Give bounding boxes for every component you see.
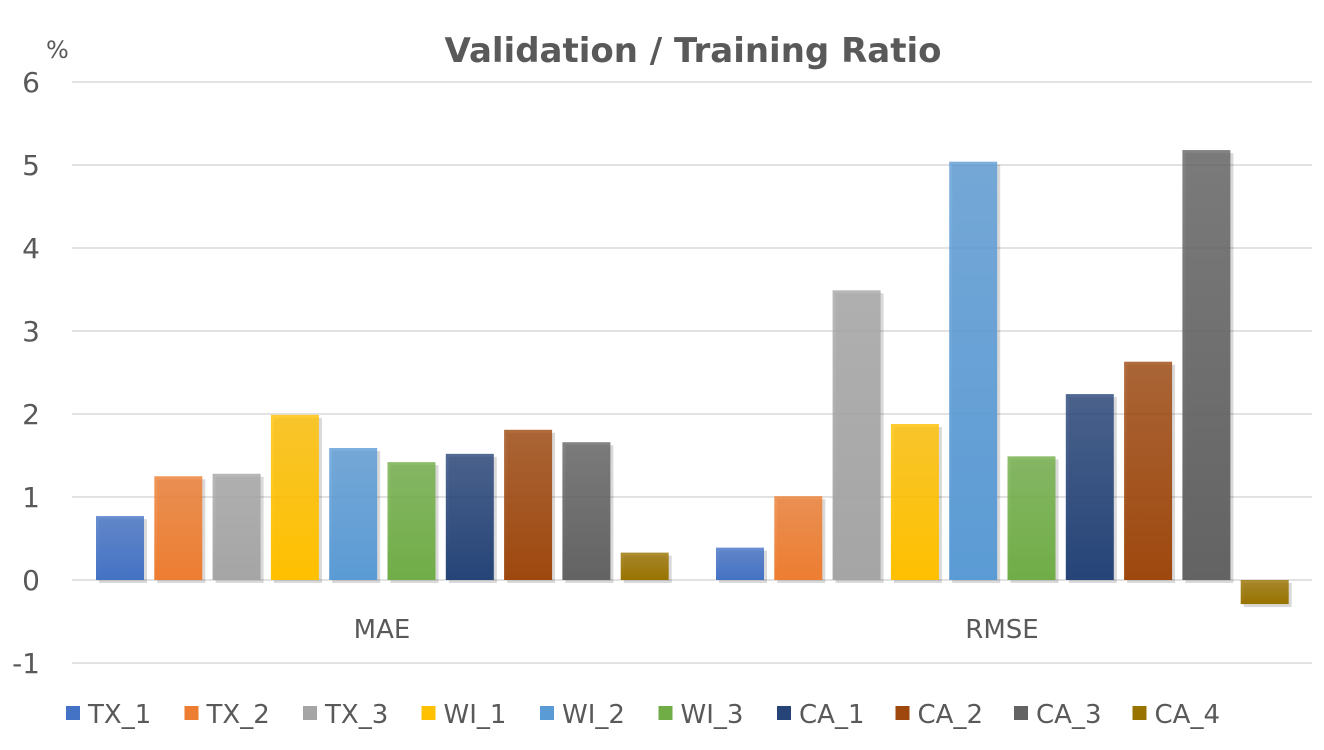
bar-wi-1-mae: [270, 414, 319, 580]
legend-item: WI_1: [421, 700, 507, 730]
legend-label: TX_1: [87, 700, 151, 730]
bar-ca-4-mae: [620, 552, 669, 580]
legend-swatch: [184, 706, 199, 720]
y-tick-label: 6: [22, 66, 40, 99]
bar-tx-2-mae: [154, 476, 203, 580]
legend-swatch: [303, 706, 317, 720]
legend-label: WI_3: [681, 700, 744, 730]
bar-ca-3-rmse: [1182, 150, 1231, 580]
bar-ca-2-mae: [504, 429, 553, 580]
legend-swatch: [1132, 706, 1147, 720]
legend-label: CA_2: [918, 700, 983, 730]
y-axis-unit: %: [46, 36, 69, 64]
legend-item: TX_1: [66, 700, 151, 730]
y-tick-label: 2: [22, 398, 40, 431]
legend-swatch: [66, 706, 80, 720]
category-label: RMSE: [965, 615, 1038, 645]
y-tick-label: 0: [22, 564, 40, 597]
legend-label: CA_4: [1155, 700, 1220, 730]
legend-label: TX_3: [324, 700, 388, 730]
bar-wi-2-mae: [329, 448, 378, 580]
chart-title: Validation / Training Ratio: [444, 31, 941, 71]
legend-label: TX_2: [206, 700, 270, 730]
legend-label: CA_3: [1036, 700, 1101, 730]
bar-ca-3-mae: [562, 442, 611, 580]
legend-item: WI_2: [540, 700, 625, 730]
bar-ca-1-rmse: [1065, 394, 1114, 580]
bar-wi-1-rmse: [890, 423, 939, 580]
bar-tx-1-mae: [96, 516, 144, 580]
legend-item: CA_3: [1014, 700, 1101, 730]
legend-swatch: [540, 706, 554, 720]
bar-tx-1-rmse: [716, 547, 764, 580]
legend-item: WI_3: [658, 700, 744, 730]
bar-ca-2-rmse: [1124, 361, 1173, 580]
bar-ca-1-mae: [445, 453, 494, 580]
bar-tx-3-mae: [212, 473, 261, 580]
bar-wi-3-mae: [387, 462, 436, 580]
legend-swatch: [895, 706, 910, 720]
legend-swatch: [421, 706, 436, 720]
legend-item: CA_2: [895, 700, 983, 730]
y-tick-label: 1: [22, 481, 40, 514]
legend-item: CA_1: [777, 700, 864, 730]
legend-item: TX_2: [184, 700, 270, 730]
legend-label: WI_2: [562, 700, 625, 730]
bar-tx-2-rmse: [774, 496, 823, 580]
legend-label: CA_1: [799, 700, 864, 730]
legend-swatch: [658, 706, 673, 720]
legend-swatch: [1014, 706, 1028, 720]
bar-wi-3-rmse: [1007, 456, 1056, 580]
bar-ca-4-rmse: [1240, 580, 1289, 605]
category-label: MAE: [354, 615, 411, 645]
legend-item: CA_4: [1132, 700, 1220, 730]
y-tick-label: 4: [22, 232, 40, 265]
y-tick-label: 5: [22, 149, 40, 182]
y-tick-label: 3: [22, 315, 40, 348]
bar-tx-3-rmse: [832, 290, 881, 580]
y-tick-label: -1: [12, 647, 40, 680]
legend-item: TX_3: [303, 700, 388, 730]
legend-label: WI_1: [444, 700, 507, 730]
bar-wi-2-rmse: [949, 161, 998, 580]
legend-swatch: [777, 706, 791, 720]
